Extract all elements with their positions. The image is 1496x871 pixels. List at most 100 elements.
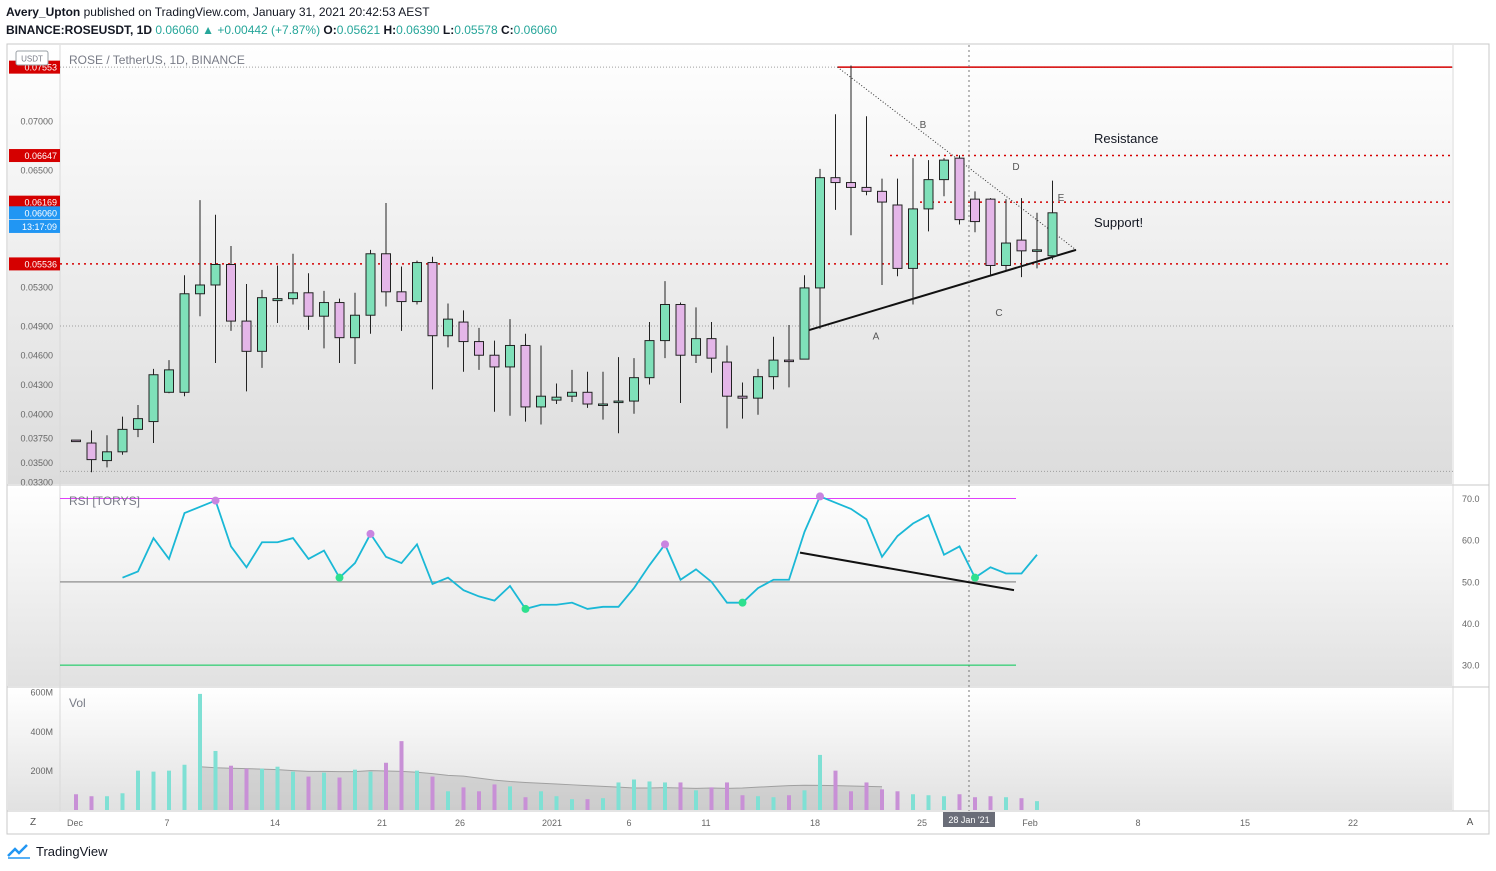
wave-label-b: B: [920, 120, 927, 131]
candle: [334, 298, 345, 364]
low-label: L:: [442, 23, 455, 37]
candle: [195, 200, 205, 317]
candle-body: [303, 292, 314, 317]
price-axis[interactable]: 0.07000 0.06500 0.05300 0.04900 0.04600 0.043…: [20, 117, 53, 488]
rsi-pivot-low-marker: [738, 598, 747, 607]
time-tick-label: 2021: [542, 818, 562, 828]
volume-bar: [384, 762, 388, 810]
auto-scale-z-button[interactable]: Z: [30, 817, 36, 828]
volume-bar: [957, 794, 962, 810]
drawings[interactable]: Resistance Support! A B C D E: [60, 45, 1452, 811]
volume-bar: [787, 795, 791, 810]
volume-bar: [756, 796, 760, 810]
ohlc-line: BINANCE:ROSEUSDT, 1D 0.06060 ▲ +0.00442 …: [6, 23, 557, 37]
rsi-pivot-high-marker: [661, 540, 669, 549]
price-tick-label: 0.03500: [20, 458, 53, 468]
volume-bar: [306, 776, 311, 810]
volume-tick-label: 600M: [30, 687, 53, 697]
price-tick-label: 0.04000: [20, 409, 53, 419]
price-tick-label: 0.07000: [20, 117, 53, 127]
candle-body: [117, 428, 128, 453]
candle: [520, 333, 531, 422]
volume-bar: [337, 777, 342, 810]
candle-body: [1032, 249, 1042, 252]
volume-bar: [198, 693, 202, 810]
candle-body: [474, 341, 484, 356]
candle: [582, 371, 593, 408]
volume-bar: [136, 770, 140, 810]
candle: [396, 266, 407, 331]
rsi-title: RSI [TORYS]: [69, 494, 140, 508]
wave-label-d: D: [1012, 162, 1019, 173]
volume-tick-label: 400M: [30, 727, 53, 737]
volume-bar: [1019, 798, 1024, 810]
rsi-pane: 70.0 60.0 50.0 40.0 30.0: [60, 492, 1480, 671]
rsi-divergence-line: [799, 551, 1015, 592]
candle-body: [567, 391, 577, 397]
candle-body: [644, 340, 655, 379]
candle-body: [288, 292, 298, 300]
candle-body: [272, 298, 283, 302]
price-tick-label: 0.04900: [20, 321, 53, 331]
candle: [272, 265, 283, 324]
volume-bar: [973, 797, 977, 810]
triangle-lower-line[interactable]: [799, 248, 1077, 334]
time-tick-label: 6: [626, 818, 631, 828]
volume-bar: [647, 781, 652, 810]
candle: [365, 249, 376, 334]
volume-bar: [1004, 797, 1008, 810]
currency-label: USDT: [21, 55, 43, 64]
candle: [644, 322, 655, 385]
time-axis[interactable]: Dec 7 14 21 26 2021 6 11 18 25 Feb 8 15 22 28 Jan '21: [67, 812, 1358, 828]
time-tick-label: 25: [917, 818, 927, 828]
volume-bar: [864, 782, 869, 810]
volume-bar: [492, 784, 497, 810]
candle: [319, 290, 329, 349]
volume-bar: [120, 793, 125, 810]
footer-brand[interactable]: TradingView: [6, 843, 108, 859]
volume-bar: [446, 791, 450, 810]
candle-body: [970, 198, 980, 223]
candle-body: [133, 418, 143, 430]
time-tick-label: 15: [1240, 818, 1250, 828]
candle: [753, 368, 763, 415]
volume-bar: [601, 798, 605, 810]
volume-bar: [477, 791, 481, 810]
price-label-box: [9, 206, 60, 220]
price-label: 0.06647: [24, 151, 57, 161]
volume-bar: [849, 791, 853, 810]
close-value: 0.06060: [513, 23, 558, 37]
volume-bar: [151, 771, 156, 810]
high-label: H:: [383, 23, 397, 37]
candle-body: [799, 287, 810, 360]
candle-body: [536, 395, 546, 408]
open-label: O:: [323, 23, 337, 37]
price-label-box: [9, 195, 60, 209]
candle-body: [1016, 239, 1027, 252]
volume-bar: [105, 796, 109, 810]
symbol-label: BINANCE:ROSEUSDT, 1D: [6, 23, 153, 37]
price-label-box: [9, 257, 60, 271]
price-level-lines: [60, 66, 1453, 472]
candle: [815, 168, 825, 329]
candle: [148, 368, 159, 444]
price-label: 13:17:09: [22, 222, 57, 232]
candle-body: [164, 369, 174, 393]
candle-body: [412, 262, 422, 303]
candle-body: [505, 344, 515, 368]
auto-scale-a-button[interactable]: A: [1467, 817, 1474, 828]
author-name[interactable]: Avery_Upton: [6, 5, 81, 19]
volume-bar: [833, 770, 838, 810]
candle: [691, 307, 701, 364]
candle-body: [396, 291, 407, 303]
candle-body: [985, 198, 996, 266]
candle: [598, 371, 608, 420]
change-value: +0.00442 (+7.87%): [217, 23, 321, 37]
candle-body: [613, 400, 624, 404]
time-tick-label: 14: [270, 818, 280, 828]
time-tick-label: Feb: [1022, 818, 1038, 828]
candle: [567, 369, 577, 403]
candle: [71, 439, 81, 443]
candle: [133, 404, 143, 438]
